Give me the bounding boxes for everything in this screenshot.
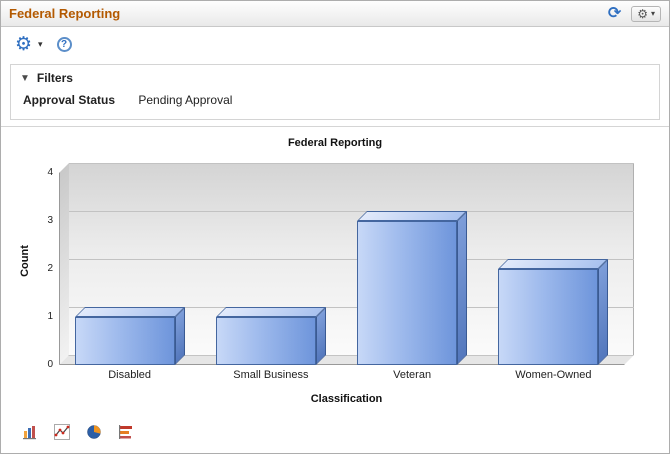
chart-area: Count 0 1 2 3 4 Disabled Small Business Veteran… (19, 163, 643, 389)
gridline (69, 163, 634, 164)
gridline (69, 259, 634, 260)
filters-collapse-header[interactable]: ▼ Filters (11, 65, 659, 89)
bar-side-disabled[interactable] (174, 307, 185, 365)
bar-small-business[interactable] (215, 317, 316, 365)
bar-side-small-business[interactable] (315, 307, 326, 365)
bar-top-veteran[interactable] (357, 211, 468, 221)
chart-type-switcher (21, 423, 669, 441)
x-axis-category-label: Veteran (393, 369, 432, 381)
filters-title: Filters (36, 71, 73, 85)
bar-side-veteran[interactable] (457, 211, 468, 365)
y-tick-label: 4 (47, 167, 53, 178)
y-tick-label: 2 (47, 263, 53, 274)
approval-status-value: Pending Approval (138, 93, 233, 107)
pagelet-header: Federal Reporting ⟳ ⚙ ▾ (1, 1, 669, 27)
bar-veteran[interactable] (357, 221, 458, 365)
x-axis-category-label: Women-Owned (515, 369, 592, 381)
gridline (69, 211, 634, 212)
y-tick-label: 3 (47, 215, 53, 226)
chart-toolbar: ⚙ ▾ ? (1, 27, 669, 58)
bar-top-small-business[interactable] (215, 307, 326, 317)
x-axis-category-label: Disabled (108, 369, 152, 381)
gridline (69, 307, 634, 308)
help-icon[interactable]: ? (56, 37, 72, 52)
chart-section: Federal Reporting Count 0 1 2 3 4 Disabled Sma… (1, 126, 669, 441)
chart-title: Federal Reporting (287, 137, 383, 149)
page-title: Federal Reporting (9, 6, 121, 21)
filters-panel: ▼ Filters Approval Status Pending Approv… (10, 64, 660, 120)
approval-status-label: Approval Status (23, 93, 116, 107)
plot-left-wall (59, 163, 69, 365)
pagelet-settings-button[interactable]: ⚙ ▾ (631, 5, 661, 22)
x-axis-category-label: Small Business (233, 369, 309, 381)
x-axis-title: Classification (310, 393, 383, 405)
refresh-icon[interactable]: ⟳ (607, 4, 622, 22)
filters-content: Approval Status Pending Approval (11, 89, 659, 119)
column-chart-icon[interactable] (21, 423, 39, 441)
pie-chart-icon[interactable] (85, 423, 103, 441)
options-caret-icon[interactable]: ▾ (38, 39, 43, 49)
bar-disabled[interactable] (74, 317, 175, 365)
y-tick-label: 0 (47, 359, 53, 370)
bar-women-owned[interactable] (498, 269, 599, 365)
gear-icon: ⚙ (637, 6, 648, 21)
chevron-down-icon: ▾ (650, 8, 655, 18)
collapse-triangle-icon: ▼ (20, 72, 30, 84)
horizontal-bar-chart-icon[interactable] (117, 423, 135, 441)
y-tick-label: 1 (47, 311, 53, 322)
chart-plot: 0 1 2 3 4 Disabled Small Business Veteran Women-… (47, 163, 634, 381)
bar-top-disabled[interactable] (74, 307, 185, 317)
bar-top-women-owned[interactable] (498, 259, 609, 269)
bar-side-women-owned[interactable] (598, 259, 609, 365)
line-chart-icon[interactable] (53, 423, 71, 441)
options-gear-icon[interactable]: ⚙ (15, 34, 33, 55)
